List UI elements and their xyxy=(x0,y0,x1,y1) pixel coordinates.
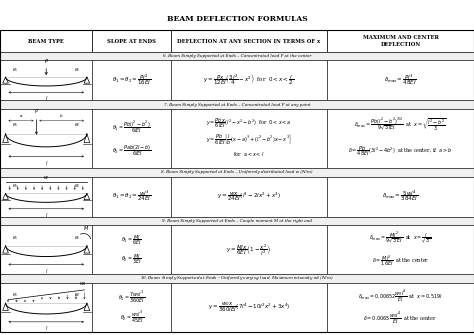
Text: for  $a < x < l$: for $a < x < l$ xyxy=(233,150,264,158)
Text: $l$: $l$ xyxy=(45,211,48,219)
Bar xyxy=(0,52,474,60)
Text: MAXIMUM AND CENTER
DEFLECTION: MAXIMUM AND CENTER DEFLECTION xyxy=(363,36,438,47)
Text: $\theta_1$: $\theta_1$ xyxy=(12,121,18,129)
Text: $y = \dfrac{Px}{12EI}\left(\dfrac{3l^2}{4} - x^2\right)$  for  $0 < x < \dfrac{l: $y = \dfrac{Px}{12EI}\left(\dfrac{3l^2}{… xyxy=(203,73,294,88)
Text: $\theta_1$: $\theta_1$ xyxy=(12,183,18,190)
Text: $y = \dfrac{Pbx}{6lEI}(l^2 - x^2 - b^2)$  for  $0 < x < a$: $y = \dfrac{Pbx}{6lEI}(l^2 - x^2 - b^2)$… xyxy=(206,116,292,130)
Polygon shape xyxy=(3,194,9,200)
Text: $l$: $l$ xyxy=(45,94,48,103)
Bar xyxy=(327,109,474,168)
Polygon shape xyxy=(84,303,90,311)
Text: $\theta_1 = \theta_2 = \dfrac{Pl^2}{16EI}$: $\theta_1 = \theta_2 = \dfrac{Pl^2}{16EI… xyxy=(112,73,151,88)
Text: $\theta_2 = \dfrac{Pab(2l - b)}{6lEI}$: $\theta_2 = \dfrac{Pab(2l - b)}{6lEI}$ xyxy=(112,143,151,158)
Text: $\delta = 0.0065\dfrac{w_0 l^4}{EI}$  at the center: $\delta = 0.0065\dfrac{w_0 l^4}{EI}$ at … xyxy=(364,310,438,326)
Text: 10. Beam Simply Supported at Ends – Uniformly varying load: Maximum intensity $w: 10. Beam Simply Supported at Ends – Unif… xyxy=(140,274,334,282)
Bar xyxy=(92,225,171,274)
Bar xyxy=(327,282,474,332)
Bar xyxy=(171,30,327,52)
Bar xyxy=(0,168,474,177)
Bar xyxy=(327,60,474,100)
Text: 7. Beam Simply Supported at Ends – Concentrated load P at any point: 7. Beam Simply Supported at Ends – Conce… xyxy=(164,103,310,107)
Text: $P$: $P$ xyxy=(44,57,49,65)
Text: $w$: $w$ xyxy=(43,174,49,181)
Polygon shape xyxy=(3,77,9,83)
Polygon shape xyxy=(84,246,90,253)
Text: $\theta_2$: $\theta_2$ xyxy=(74,183,81,190)
Text: $\theta_1$: $\theta_1$ xyxy=(12,234,18,242)
Bar xyxy=(0,177,92,217)
Text: DEFLECTION AT ANY SECTION IN TERMS OF x: DEFLECTION AT ANY SECTION IN TERMS OF x xyxy=(177,39,320,44)
Text: $\theta_2 = \dfrac{Ml}{3EI}$: $\theta_2 = \dfrac{Ml}{3EI}$ xyxy=(121,253,142,266)
Text: $\theta_2 = \dfrac{w_0 l^3}{45EI}$: $\theta_2 = \dfrac{w_0 l^3}{45EI}$ xyxy=(119,309,144,325)
Text: $\delta_{max} = \dfrac{Ml^2}{9\sqrt{3}\,EI}$  at  $x = \dfrac{l}{\sqrt{3}}$: $\delta_{max} = \dfrac{Ml^2}{9\sqrt{3}\,… xyxy=(369,231,432,246)
Bar xyxy=(0,100,474,109)
Bar xyxy=(327,177,474,217)
Bar xyxy=(0,274,474,282)
Polygon shape xyxy=(3,246,9,253)
Bar xyxy=(171,177,327,217)
Bar xyxy=(92,30,171,52)
Bar xyxy=(0,282,92,332)
Bar xyxy=(327,225,474,274)
Text: BEAM DEFLECTION FORMULAS: BEAM DEFLECTION FORMULAS xyxy=(167,15,307,23)
Text: $\delta = \dfrac{Ml^2}{16EI}$  at the center: $\delta = \dfrac{Ml^2}{16EI}$ at the cen… xyxy=(372,253,429,268)
Text: $\theta_2$: $\theta_2$ xyxy=(74,292,81,299)
Polygon shape xyxy=(84,194,90,200)
Bar xyxy=(0,109,92,168)
Text: $M$: $M$ xyxy=(83,224,89,232)
Text: $y = \dfrac{Mlx}{6EI}\left(1 - \dfrac{x^2}{l^2}\right)$: $y = \dfrac{Mlx}{6EI}\left(1 - \dfrac{x^… xyxy=(226,242,272,258)
Text: $\theta_1 = \theta_2 = \dfrac{wl^3}{24EI}$: $\theta_1 = \theta_2 = \dfrac{wl^3}{24EI… xyxy=(112,189,151,204)
Polygon shape xyxy=(84,134,90,143)
Text: $w_0$: $w_0$ xyxy=(79,280,87,288)
Bar xyxy=(92,282,171,332)
Text: $\theta_2$: $\theta_2$ xyxy=(74,66,81,74)
Text: BEAM TYPE: BEAM TYPE xyxy=(28,39,64,44)
Text: 6. Beam Simply Supported at Ends – Concentrated load P at the center: 6. Beam Simply Supported at Ends – Conce… xyxy=(163,54,311,58)
Text: $l$: $l$ xyxy=(45,324,48,332)
Bar xyxy=(0,217,474,225)
Text: $l$: $l$ xyxy=(45,267,48,275)
Bar xyxy=(92,177,171,217)
Text: $b$: $b$ xyxy=(59,112,64,119)
Bar xyxy=(92,60,171,100)
Text: 8. Beam Simply Supported at Ends – Uniformly distributed load w (N/m): 8. Beam Simply Supported at Ends – Unifo… xyxy=(161,171,313,175)
Text: SLOPE AT ENDS: SLOPE AT ENDS xyxy=(107,39,156,44)
Polygon shape xyxy=(84,77,90,83)
Text: $y = \dfrac{Pb}{6lEI}\left[\dfrac{l}{b}(x-a)^3 + (l^2 - b^2)x - x^3\right]$: $y = \dfrac{Pb}{6lEI}\left[\dfrac{l}{b}(… xyxy=(206,132,292,145)
Bar xyxy=(0,60,92,100)
Text: $P$: $P$ xyxy=(34,107,39,115)
Text: $l$: $l$ xyxy=(45,159,48,168)
Text: $\theta_1 = \dfrac{7w_0 l^3}{360EI}$: $\theta_1 = \dfrac{7w_0 l^3}{360EI}$ xyxy=(118,289,145,305)
Text: $a$: $a$ xyxy=(19,113,23,119)
Text: $\delta_{max} = \dfrac{5wl^4}{384EI}$: $\delta_{max} = \dfrac{5wl^4}{384EI}$ xyxy=(383,189,419,204)
Bar xyxy=(92,109,171,168)
Bar xyxy=(171,109,327,168)
Bar xyxy=(0,225,92,274)
Text: $\theta_2$: $\theta_2$ xyxy=(74,121,81,129)
Text: $\delta = \dfrac{Pb}{48EI}(3l^2 - 4b^2)$  at the center, if  $a > b$: $\delta = \dfrac{Pb}{48EI}(3l^2 - 4b^2)$… xyxy=(348,145,453,158)
Text: $\delta_{max} = 0.00652\dfrac{w_0 l^4}{EI}$  at  $x = 0.519l$: $\delta_{max} = 0.00652\dfrac{w_0 l^4}{E… xyxy=(358,288,443,304)
Bar xyxy=(0,30,92,52)
Text: $\delta_{max} = \dfrac{Pb(l^2-b^2)^{3/2}}{9\sqrt{3}lEI}$  at  $x = \sqrt{\dfrac{: $\delta_{max} = \dfrac{Pb(l^2-b^2)^{3/2}… xyxy=(354,118,447,133)
Text: 9. Beam Simply Supported at Ends – Couple moment M at the right end: 9. Beam Simply Supported at Ends – Coupl… xyxy=(162,219,312,223)
Bar xyxy=(327,30,474,52)
Text: $\theta_1$: $\theta_1$ xyxy=(12,292,18,299)
Text: $\theta_1 = \dfrac{Ml}{6EI}$: $\theta_1 = \dfrac{Ml}{6EI}$ xyxy=(121,233,142,247)
Text: $\delta_{max} = \dfrac{Pl^3}{48EI}$: $\delta_{max} = \dfrac{Pl^3}{48EI}$ xyxy=(384,73,417,88)
Bar xyxy=(171,282,327,332)
Text: $\theta_1 = \dfrac{Pb(l^2 - b^2)}{6lEI}$: $\theta_1 = \dfrac{Pb(l^2 - b^2)}{6lEI}$ xyxy=(112,119,151,135)
Polygon shape xyxy=(3,303,9,311)
Text: $y = \dfrac{wx}{24EI}(l^3 - 2lx^2 + x^3)$: $y = \dfrac{wx}{24EI}(l^3 - 2lx^2 + x^3)… xyxy=(217,190,281,203)
Text: $\theta_2$: $\theta_2$ xyxy=(74,234,81,242)
Text: $y = \dfrac{w_0 x}{360lEI}(7l^4 - 10l^2x^2 + 3x^4)$: $y = \dfrac{w_0 x}{360lEI}(7l^4 - 10l^2x… xyxy=(208,300,290,314)
Polygon shape xyxy=(3,134,9,143)
Bar xyxy=(171,60,327,100)
Bar xyxy=(171,225,327,274)
Text: $\theta_1$: $\theta_1$ xyxy=(12,66,18,74)
